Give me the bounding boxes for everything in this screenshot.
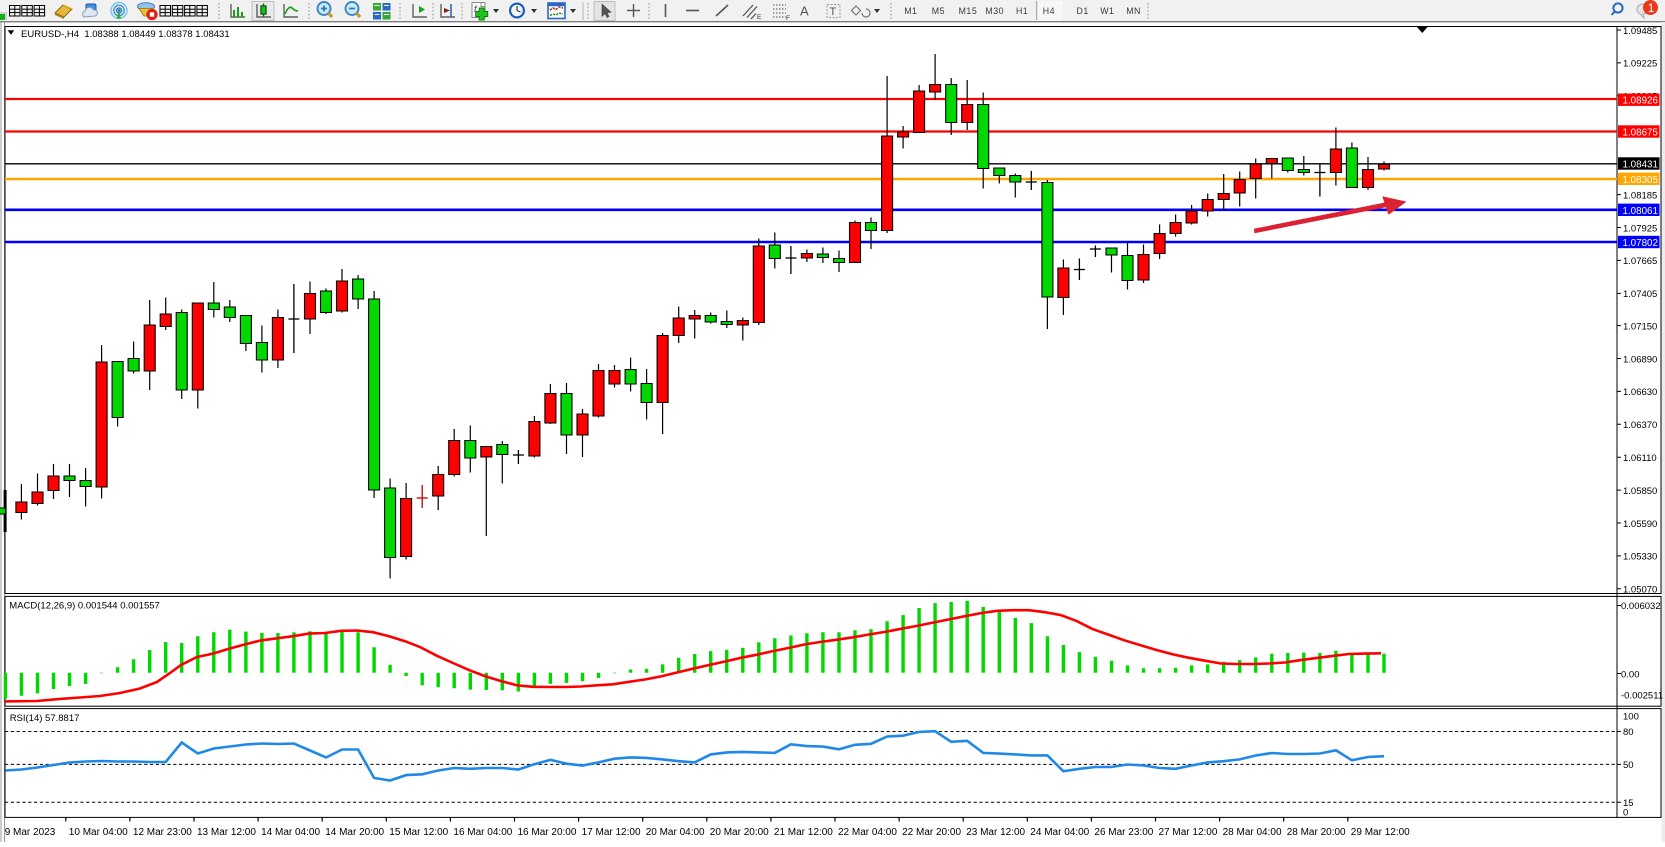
svg-text:M30: M30	[985, 6, 1004, 16]
svg-text:1.07802: 1.07802	[1623, 238, 1658, 249]
svg-text:20 Mar 20:00: 20 Mar 20:00	[710, 827, 769, 838]
svg-text:28 Mar 04:00: 28 Mar 04:00	[1223, 827, 1282, 838]
svg-text:14 Mar 20:00: 14 Mar 20:00	[325, 827, 384, 838]
svg-text:MACD(12,26,9) 0.001544 0.00155: MACD(12,26,9) 0.001544 0.001557	[9, 601, 160, 612]
svg-text:T: T	[830, 6, 837, 18]
svg-text:15 Mar 12:00: 15 Mar 12:00	[389, 827, 448, 838]
svg-text:1.08431: 1.08431	[1623, 160, 1658, 171]
svg-text:0.00: 0.00	[1621, 670, 1640, 681]
svg-text:F: F	[786, 15, 790, 22]
svg-text:A: A	[800, 4, 809, 19]
svg-text:1.06890: 1.06890	[1623, 354, 1657, 365]
svg-text:12 Mar 23:00: 12 Mar 23:00	[133, 827, 192, 838]
svg-text:1.08061: 1.08061	[1623, 206, 1658, 217]
svg-text:1.05590: 1.05590	[1623, 519, 1657, 530]
svg-text:9 Mar 2023: 9 Mar 2023	[5, 827, 56, 838]
svg-text:50: 50	[1623, 760, 1634, 771]
svg-text:20 Mar 04:00: 20 Mar 04:00	[646, 827, 705, 838]
svg-text:1.08926: 1.08926	[1623, 96, 1659, 107]
svg-text:14 Mar 04:00: 14 Mar 04:00	[261, 827, 320, 838]
svg-text:H4: H4	[1043, 6, 1055, 16]
svg-text:1: 1	[1648, 1, 1655, 15]
svg-text:W1: W1	[1100, 6, 1114, 16]
svg-text:E: E	[757, 14, 762, 21]
svg-text:RSI(14) 57.8817: RSI(14) 57.8817	[10, 713, 80, 724]
svg-text:0: 0	[1623, 807, 1628, 818]
svg-text:1.07405: 1.07405	[1623, 289, 1657, 300]
svg-text:28 Mar 20:00: 28 Mar 20:00	[1287, 827, 1346, 838]
svg-text:1.06370: 1.06370	[1623, 420, 1657, 431]
svg-text:23 Mar 12:00: 23 Mar 12:00	[966, 827, 1025, 838]
svg-text:100: 100	[1623, 712, 1639, 723]
svg-text:M5: M5	[932, 6, 945, 16]
svg-text:24 Mar 04:00: 24 Mar 04:00	[1030, 827, 1089, 838]
svg-text:21 Mar 12:00: 21 Mar 12:00	[774, 827, 833, 838]
svg-text:16 Mar 04:00: 16 Mar 04:00	[453, 827, 512, 838]
svg-text:1.08675: 1.08675	[1623, 128, 1659, 139]
svg-text:M15: M15	[959, 6, 978, 16]
svg-text:22 Mar 04:00: 22 Mar 04:00	[838, 827, 897, 838]
svg-text:1.08185: 1.08185	[1623, 190, 1657, 201]
svg-text:-0.002511: -0.002511	[1621, 691, 1663, 702]
svg-text:M1: M1	[904, 6, 917, 16]
svg-text:EURUSD-,H4 1.08388 1.08449 1.: EURUSD-,H4 1.08388 1.08449 1.08378 1.084…	[21, 29, 230, 40]
svg-text:13 Mar 12:00: 13 Mar 12:00	[197, 827, 256, 838]
svg-text:26 Mar 23:00: 26 Mar 23:00	[1094, 827, 1153, 838]
svg-text:1.06110: 1.06110	[1623, 453, 1657, 464]
svg-text:22 Mar 20:00: 22 Mar 20:00	[902, 827, 961, 838]
svg-text:1.07150: 1.07150	[1623, 321, 1657, 332]
svg-text:1.09225: 1.09225	[1623, 59, 1657, 70]
svg-text:H1: H1	[1016, 6, 1028, 16]
svg-text:10 Mar 04:00: 10 Mar 04:00	[69, 827, 128, 838]
svg-text:27 Mar 12:00: 27 Mar 12:00	[1159, 827, 1218, 838]
svg-text:1.09485: 1.09485	[1623, 26, 1657, 37]
svg-text:1.06630: 1.06630	[1623, 387, 1657, 398]
svg-text:16 Mar 20:00: 16 Mar 20:00	[518, 827, 577, 838]
svg-text:1.07925: 1.07925	[1623, 223, 1657, 234]
svg-text:D1: D1	[1077, 6, 1089, 16]
svg-text:29 Mar 12:00: 29 Mar 12:00	[1351, 827, 1410, 838]
svg-text:1.05330: 1.05330	[1623, 552, 1657, 563]
svg-text:1.07665: 1.07665	[1623, 256, 1657, 267]
svg-text:80: 80	[1623, 727, 1634, 738]
svg-text:1.05070: 1.05070	[1623, 585, 1657, 596]
svg-text:17 Mar 12:00: 17 Mar 12:00	[582, 827, 641, 838]
svg-text:0.006032: 0.006032	[1621, 601, 1661, 612]
svg-text:MN: MN	[1126, 6, 1141, 16]
svg-text:1.05850: 1.05850	[1623, 486, 1657, 497]
svg-text:1.08305: 1.08305	[1623, 175, 1659, 186]
